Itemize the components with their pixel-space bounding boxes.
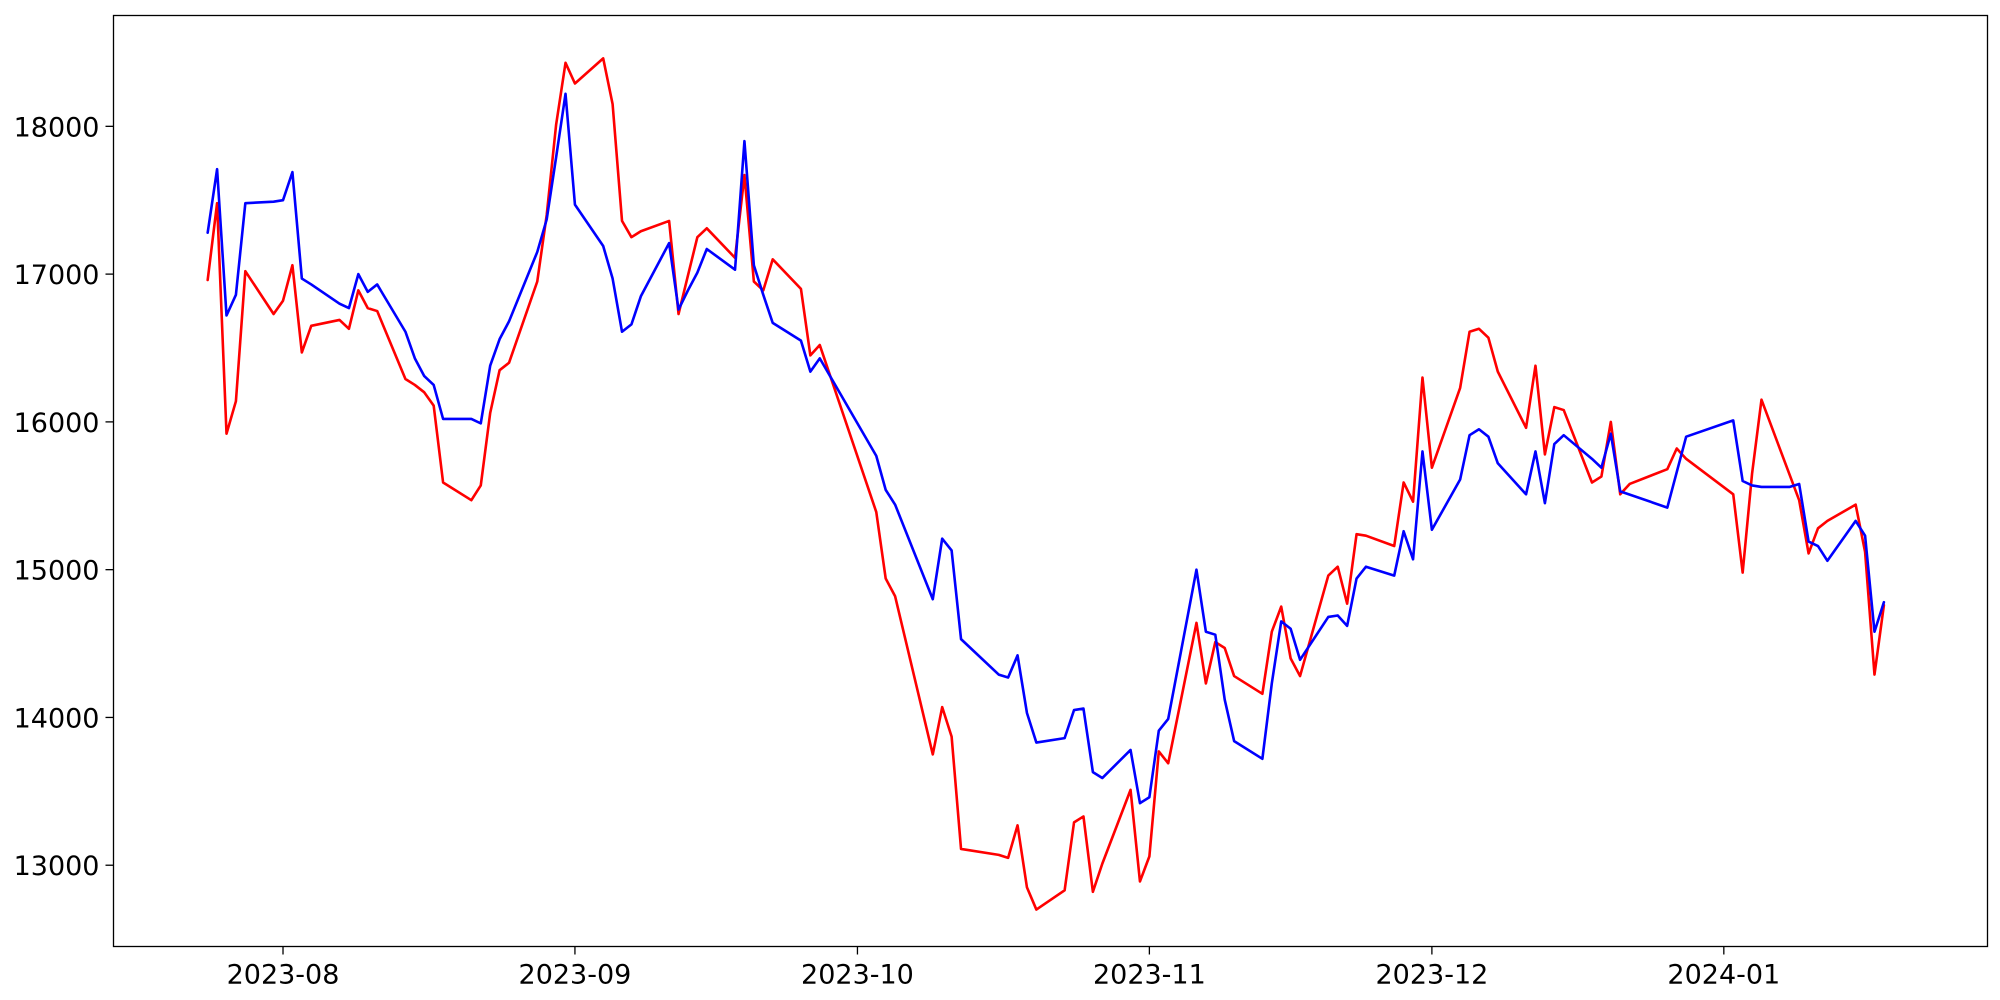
y-tick-label: 17000 [14, 260, 100, 291]
x-tick-label: 2023-08 [227, 960, 340, 991]
x-tick-label: 2024-01 [1667, 960, 1780, 991]
y-tick-label: 16000 [14, 408, 100, 439]
y-tick-label: 14000 [14, 703, 100, 734]
x-axis: 2023-08 2023-09 2023-10 2023-11 2023-12 2024-… [227, 946, 1780, 991]
x-tick-label: 2023-09 [519, 960, 632, 991]
x-tick-label: 2023-12 [1375, 960, 1488, 991]
plot-frame [112, 14, 1989, 948]
y-axis: 13000 14000 15000 16000 17000 18000 [14, 112, 114, 882]
y-tick-label: 15000 [14, 556, 100, 587]
series-line-2 [206, 92, 1886, 805]
x-tick-label: 2023-11 [1093, 960, 1206, 991]
y-tick-label: 18000 [14, 112, 100, 143]
y-tick-label: 13000 [14, 851, 100, 882]
series-layer [206, 57, 1886, 911]
x-tick-label: 2023-10 [801, 960, 914, 991]
series-line-1 [206, 57, 1886, 911]
